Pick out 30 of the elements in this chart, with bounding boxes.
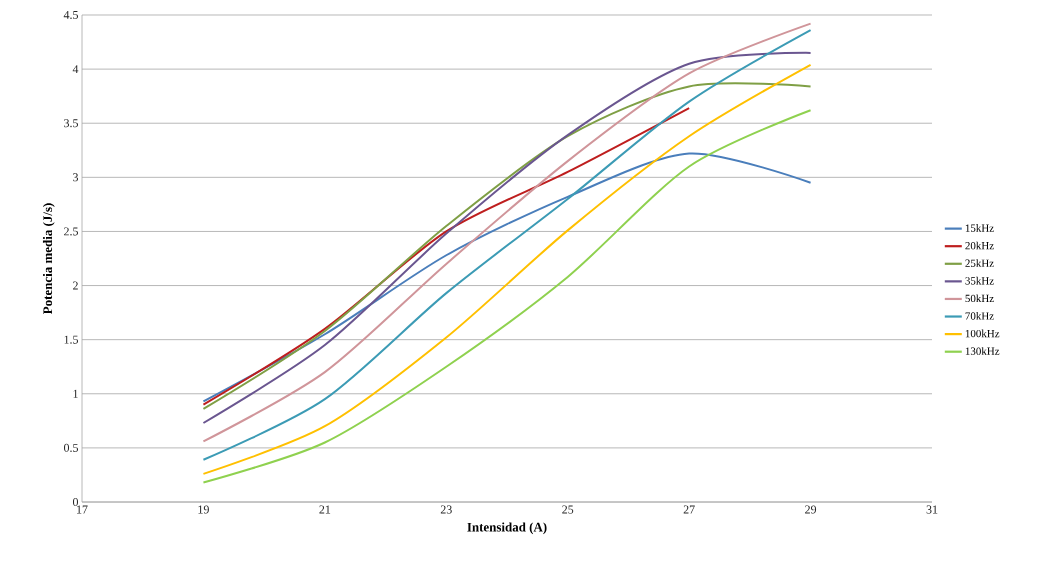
y-tick-label: 1 — [73, 389, 78, 398]
x-tick-label: 31 — [926, 505, 938, 514]
y-axis-title: Potencia media (J/s) — [42, 203, 55, 315]
legend-label: 20kHz — [965, 241, 994, 250]
y-tick-label: 3.5 — [64, 119, 79, 128]
y-tick-label: 4 — [72, 65, 79, 74]
y-tick-label: 2.5 — [64, 227, 79, 236]
legend-label: 25kHz — [965, 259, 994, 267]
legend-label: 15kHz — [965, 224, 994, 232]
x-tick-label: 23 — [440, 505, 452, 514]
y-tick-label: 0 — [72, 497, 79, 507]
legend-label: 130kHz — [965, 347, 1000, 355]
y-tick-label: 2 — [73, 281, 78, 290]
y-tick-label: 4.5 — [63, 10, 79, 20]
y-tick-label: 1.5 — [64, 335, 79, 344]
y-tick-label: 3 — [73, 173, 79, 182]
x-tick-label: 29 — [805, 505, 817, 514]
x-tick-label: 19 — [198, 505, 209, 514]
legend-label: 50kHz — [965, 294, 994, 303]
line-series — [202, 107, 691, 406]
x-tick-label: 25 — [562, 505, 574, 514]
y-tick-label: 0.5 — [63, 443, 79, 452]
x-tick-label: 17 — [77, 505, 88, 514]
x-tick-label: 27 — [683, 505, 695, 514]
x-tick-label: 21 — [319, 505, 331, 514]
x-axis-title: Intensidad (A) — [467, 522, 547, 535]
legend-label: 35kHz — [965, 276, 994, 285]
legend-label: 70kHz — [965, 311, 994, 320]
legend-label: 100kHz — [965, 329, 1000, 338]
line-series — [202, 152, 812, 403]
